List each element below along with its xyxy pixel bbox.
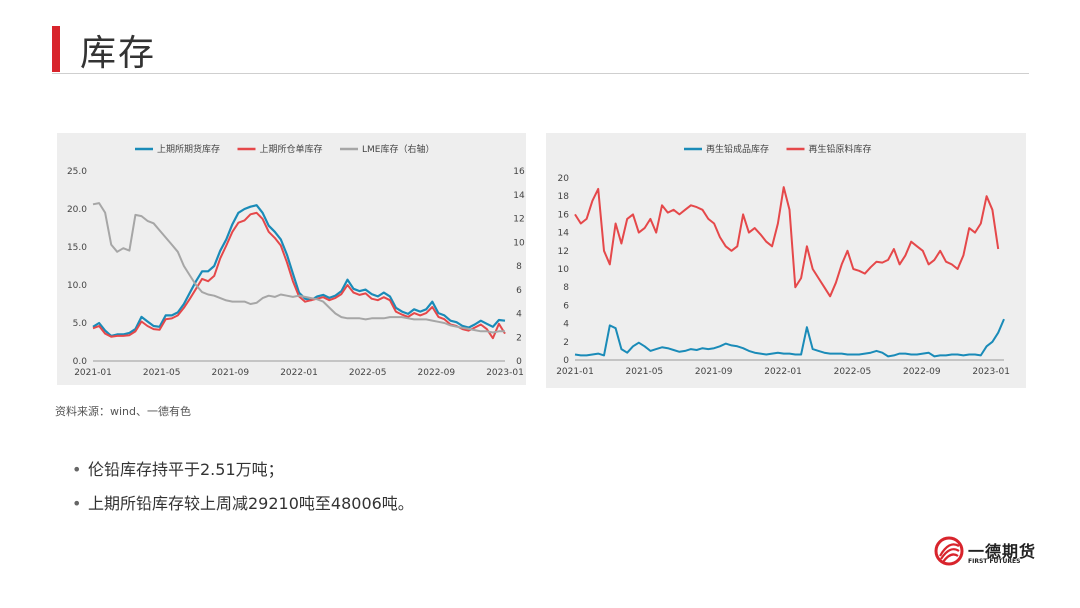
- title-accent-bar: [52, 26, 60, 72]
- y-tick-label: 8: [563, 283, 569, 293]
- bullet-dot-icon: •: [72, 494, 82, 513]
- bullet-text: 伦铅库存持平于2.51万吨；: [88, 460, 284, 479]
- y-tick-label: 10: [558, 265, 570, 275]
- y2-tick-label: 14: [513, 191, 525, 201]
- y-tick-label: 14: [558, 229, 570, 239]
- x-tick-label: 2022-05: [834, 367, 872, 377]
- legend-label: 上期所期货库存: [157, 143, 220, 155]
- y2-tick-label: 16: [513, 167, 525, 177]
- y2-tick-label: 0: [516, 357, 522, 367]
- title-divider: [52, 73, 1029, 74]
- x-tick-label: 2022-01: [280, 368, 318, 378]
- logo-mark-icon: [934, 536, 964, 566]
- y2-tick-label: 8: [516, 262, 522, 272]
- x-tick-label: 2022-09: [418, 368, 456, 378]
- y-tick-label: 20.0: [67, 205, 87, 215]
- y2-tick-label: 12: [513, 215, 524, 225]
- bullet-item: • 伦铅库存持平于2.51万吨；: [72, 458, 414, 492]
- y-tick-label: 12: [558, 247, 569, 257]
- logo-text-cn: 一德期货: [968, 542, 1037, 561]
- bullet-dot-icon: •: [72, 460, 82, 479]
- source-note: 资料来源：wind、一德有色: [55, 405, 192, 418]
- y2-tick-label: 2: [516, 333, 522, 343]
- y-tick-label: 2: [563, 338, 569, 348]
- y2-tick-label: 10: [513, 238, 525, 248]
- series-line: [574, 318, 1005, 358]
- x-tick-label: 2023-01: [972, 367, 1010, 377]
- x-tick-label: 2021-01: [74, 368, 112, 378]
- series-line: [92, 211, 506, 340]
- series-line: [92, 202, 505, 334]
- series-line: [92, 204, 506, 337]
- x-tick-label: 2022-05: [349, 368, 387, 378]
- chart-panel-inventory: 0.0 5.0 10.0 15.0 20.0 25.0 0 2 4 6 8 10 12 14 16 2021-…: [57, 133, 526, 385]
- y-tick-label: 10.0: [67, 281, 87, 291]
- y-tick-label: 25.0: [67, 167, 87, 177]
- secondary-lead-line-chart: 0 2 4 6 8 10 12 14 16 18 20 2021-01 2021-05 2021-09 20…: [556, 143, 1010, 377]
- x-tick-label: 2021-09: [212, 368, 250, 378]
- y-tick-label: 16: [558, 210, 570, 220]
- y-tick-label: 0: [563, 356, 569, 366]
- x-tick-label: 2022-01: [764, 367, 802, 377]
- y-tick-label: 6: [563, 301, 569, 311]
- x-tick-label: 2022-09: [903, 367, 941, 377]
- legend-label: 再生铅成品库存: [706, 143, 769, 155]
- legend-label: 再生铅原料库存: [809, 143, 872, 155]
- x-tick-label: 2021-05: [143, 368, 181, 378]
- y-tick-label: 15.0: [67, 243, 87, 253]
- bullet-item: • 上期所铅库存较上周减29210吨至48006吨。: [72, 492, 414, 526]
- x-tick-label: 2021-09: [695, 367, 733, 377]
- y-tick-label: 4: [563, 320, 569, 330]
- page-title: 库存: [80, 33, 157, 74]
- bullet-text: 上期所铅库存较上周减29210吨至48006吨。: [88, 494, 414, 513]
- legend-label: LME库存（右轴）: [362, 143, 434, 155]
- y2-tick-label: 4: [516, 310, 522, 320]
- y-tick-label: 5.0: [73, 319, 88, 329]
- company-logo: 一德期货 FIRST FUTURES: [934, 536, 1037, 568]
- y2-tick-label: 6: [516, 286, 522, 296]
- series-line: [574, 186, 1000, 298]
- x-tick-label: 2021-01: [556, 367, 594, 377]
- bullet-list: • 伦铅库存持平于2.51万吨； • 上期所铅库存较上周减29210吨至48006吨…: [72, 458, 414, 526]
- y-tick-label: 0.0: [73, 357, 88, 367]
- inventory-line-chart: 0.0 5.0 10.0 15.0 20.0 25.0 0 2 4 6 8 10 12 14 16 2021-…: [67, 143, 525, 378]
- y-tick-label: 18: [558, 192, 570, 202]
- chart-panel-secondary-lead: 0 2 4 6 8 10 12 14 16 18 20 2021-01 2021-05 2021-09 20…: [546, 133, 1026, 388]
- x-tick-label: 2021-05: [626, 367, 664, 377]
- y-tick-label: 20: [558, 174, 570, 184]
- legend-label: 上期所仓单库存: [260, 143, 323, 155]
- x-tick-label: 2023-01: [486, 368, 524, 378]
- logo-text-en: FIRST FUTURES: [968, 558, 1021, 565]
